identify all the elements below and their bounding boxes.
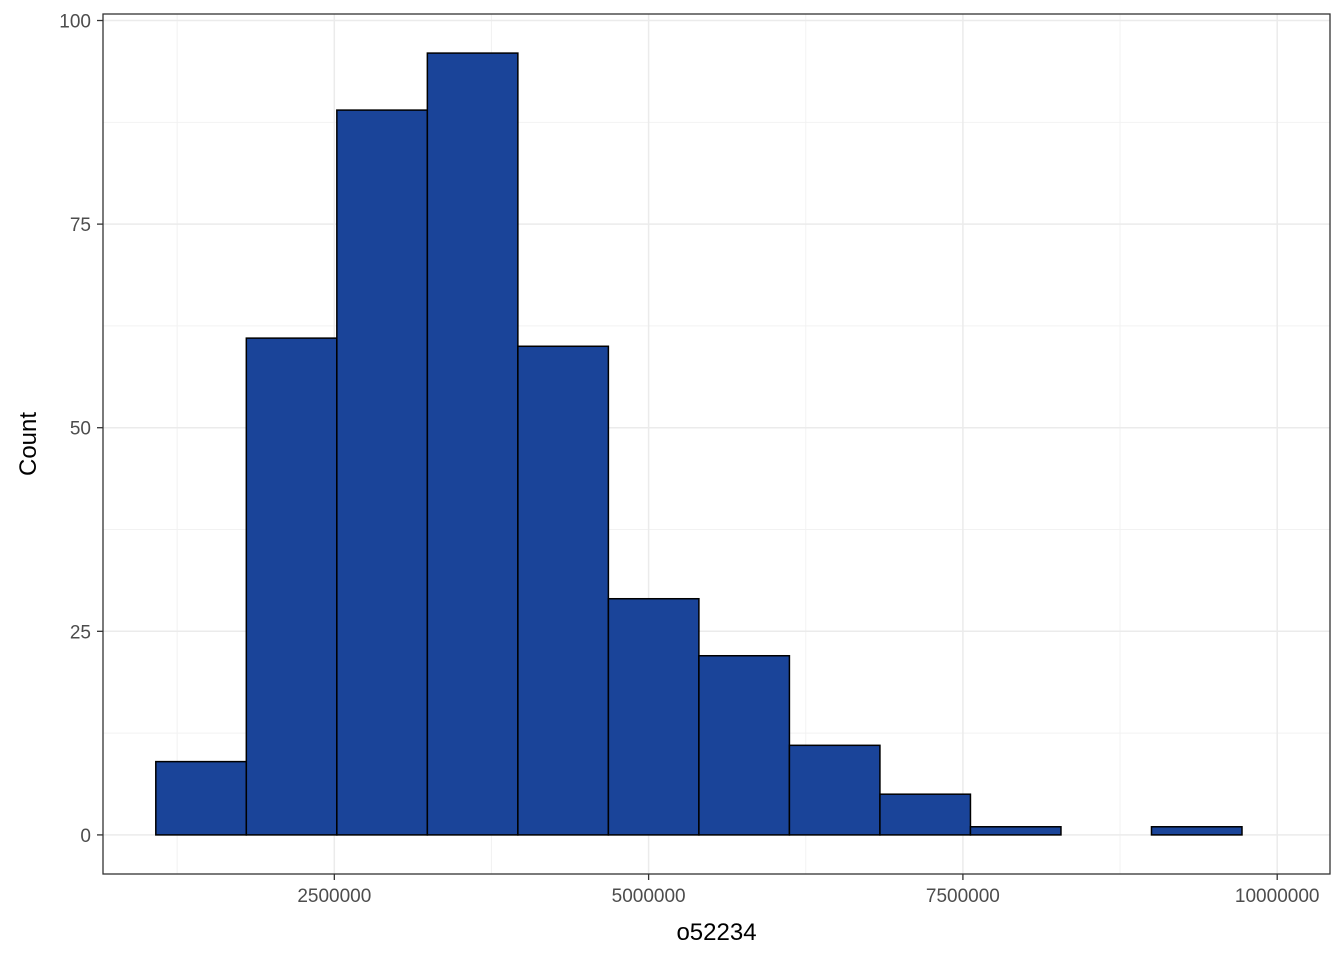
histogram-bar [607, 597, 700, 836]
y-tick-label: 50 [70, 419, 91, 440]
y-tick-label: 100 [59, 12, 91, 33]
histogram-bar [1150, 826, 1243, 836]
y-tick-label: 0 [80, 826, 91, 847]
x-tick-label: 7500000 [926, 886, 1000, 907]
y-tick-label: 75 [70, 215, 91, 236]
x-tick-label: 5000000 [612, 886, 686, 907]
histogram-bar [879, 793, 972, 836]
axis-ticks [97, 19, 1278, 880]
histogram-bar [698, 654, 791, 836]
histogram-bar [788, 744, 881, 836]
histogram-bar [245, 337, 338, 836]
x-tick-label: 10000000 [1235, 886, 1320, 907]
tick-labels: 2500000 5000000 7500000 10000000 0 25 50 75 100 [59, 12, 1319, 907]
histogram-bars [155, 52, 1243, 836]
x-axis-title: o52234 [676, 919, 756, 946]
histogram-bar [426, 52, 519, 836]
histogram-bar [155, 760, 248, 836]
y-tick-label: 25 [70, 622, 91, 643]
histogram-bar [336, 109, 429, 836]
x-tick-label: 2500000 [297, 886, 371, 907]
panel-border [102, 13, 1331, 875]
histogram-bar [517, 345, 610, 836]
y-axis-title: Count [15, 412, 42, 476]
histogram-bar [969, 826, 1062, 836]
